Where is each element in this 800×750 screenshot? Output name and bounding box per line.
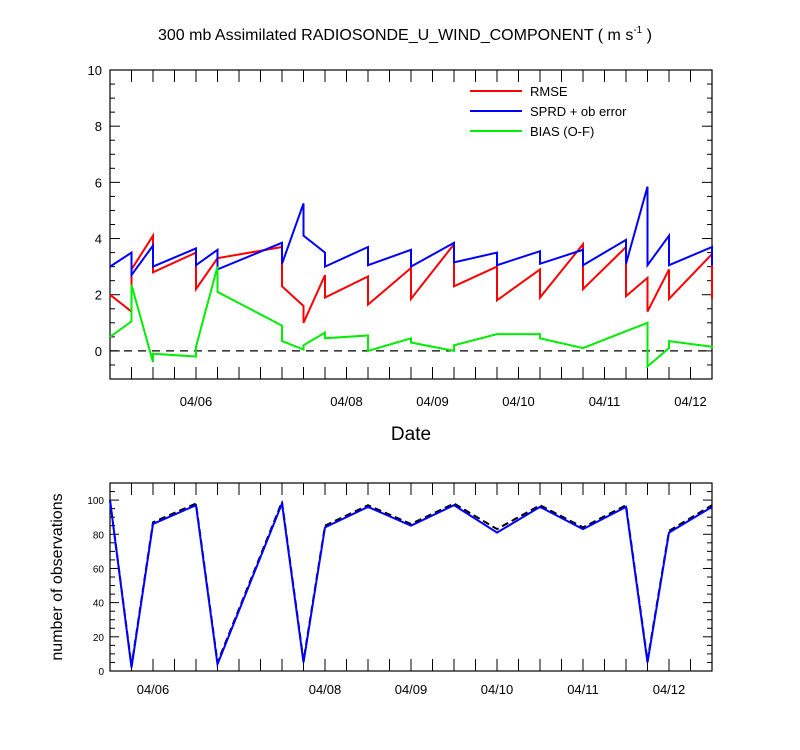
y-axis-label-observations: number of observations — [49, 493, 66, 660]
x-tick-label: 04/10 — [502, 394, 535, 409]
chart-title-superscript: -1 — [633, 25, 642, 36]
chart-title: 300 mb Assimilated RADIOSONDE_U_WIND_COM… — [158, 25, 652, 44]
bottom-axis-ticks: 0 20 40 60 80 100 04/06 04/08 04/09 04/10 04/11 04/… — [87, 483, 713, 697]
legend-label: SPRD + ob error — [530, 104, 627, 119]
x-tick-label: 04/09 — [395, 682, 428, 697]
bottom-series-group — [109, 497, 713, 669]
legend-label: BIAS (O-F) — [530, 124, 594, 139]
y-tick-label: 6 — [95, 175, 102, 190]
legend-label: RMSE — [530, 84, 568, 99]
y-tick-label: 60 — [93, 564, 105, 575]
top-series-group — [109, 186, 713, 369]
y-tick-label: 20 — [93, 633, 105, 644]
y-tick-label: 0 — [95, 344, 102, 359]
y-tick-label: 4 — [95, 232, 102, 247]
x-tick-label: 04/08 — [309, 682, 342, 697]
series-line-rmse — [109, 232, 713, 324]
series-line-sprd-ob-error — [109, 186, 713, 279]
chart-title-end: ) — [642, 27, 652, 44]
x-tick-label: 04/10 — [481, 682, 514, 697]
x-tick-label: 04/12 — [653, 682, 686, 697]
x-tick-label: 04/06 — [180, 394, 213, 409]
top-axis-ticks: 0 2 4 6 8 10 04/06 04/08 04/09 04/10 04/11 04/12 — [88, 63, 713, 409]
observations-line-blue — [109, 499, 713, 669]
legend: RMSE SPRD + ob error BIAS (O-F) — [470, 84, 627, 139]
y-tick-label: 40 — [93, 599, 105, 610]
chart-title-main: 300 mb Assimilated RADIOSONDE_U_WIND_COM… — [158, 27, 633, 44]
series-line-bias-o-f — [109, 266, 713, 369]
x-tick-label: 04/09 — [416, 394, 449, 409]
bottom-chart-panel: 0 20 40 60 80 100 04/06 04/08 04/09 04/10 04/11 04/… — [49, 482, 713, 697]
y-tick-label: 2 — [95, 288, 102, 303]
y-tick-label: 10 — [88, 63, 102, 78]
y-tick-label: 0 — [98, 667, 104, 678]
x-tick-label: 04/11 — [567, 682, 599, 697]
top-chart-panel: 0 2 4 6 8 10 04/06 04/08 04/09 04/10 04/11 04/12 Da… — [88, 63, 713, 445]
y-tick-label: 100 — [87, 496, 104, 507]
x-axis-label: Date — [391, 424, 431, 445]
y-tick-label: 80 — [93, 530, 105, 541]
bottom-plot-frame — [109, 482, 713, 672]
x-tick-label: 04/08 — [330, 394, 363, 409]
x-tick-label: 04/06 — [137, 682, 170, 697]
y-tick-label: 8 — [95, 119, 102, 134]
x-tick-label: 04/11 — [589, 394, 621, 409]
x-tick-label: 04/12 — [674, 394, 707, 409]
